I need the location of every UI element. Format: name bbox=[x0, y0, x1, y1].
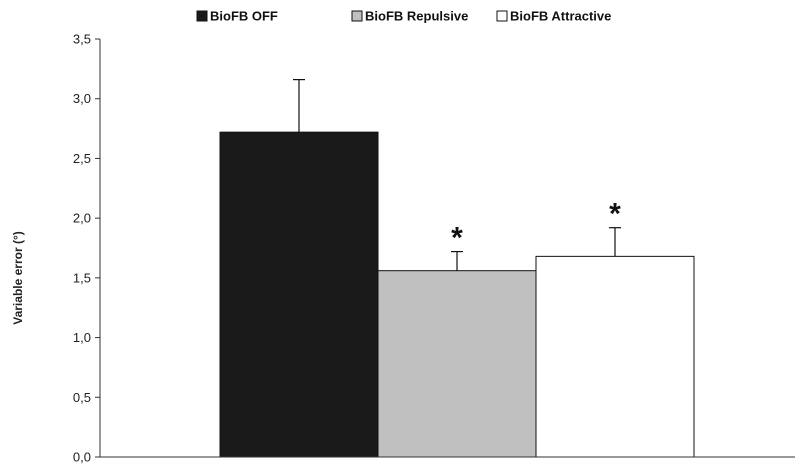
y-axis-label: Variable error (°) bbox=[11, 231, 25, 325]
legend-swatch bbox=[196, 10, 208, 22]
legend-label: BioFB Repulsive bbox=[365, 9, 468, 24]
y-tick-label: 1,5 bbox=[73, 270, 91, 285]
y-tick-label: 2,0 bbox=[73, 211, 91, 226]
bars: ** bbox=[219, 79, 695, 458]
legend-swatch bbox=[351, 10, 363, 22]
legend-swatch bbox=[496, 10, 508, 22]
y-tick-label: 0,5 bbox=[73, 390, 91, 405]
y-axis: 0,0 0,5 1,0 1,5 2,0 2,5 3,0 3,5 bbox=[73, 32, 101, 464]
y-tick-label: 2,5 bbox=[73, 151, 91, 166]
y-tick-label: 3,0 bbox=[73, 91, 91, 106]
y-tick-label: 3,5 bbox=[73, 32, 91, 47]
legend-label: BioFB OFF bbox=[210, 9, 278, 24]
legend-label: BioFB Attractive bbox=[510, 9, 611, 24]
y-tick-label: 0,0 bbox=[73, 450, 91, 464]
bar-biofb-repulsive bbox=[377, 270, 537, 458]
significance-asterisk: * bbox=[609, 198, 621, 231]
y-tick-label: 1,0 bbox=[73, 330, 91, 345]
legend: BioFB OFF BioFB Repulsive BioFB Attractive bbox=[196, 9, 611, 24]
bar-biofb-off bbox=[219, 131, 379, 458]
significance-asterisk: * bbox=[451, 222, 463, 255]
bar-biofb-attractive bbox=[535, 255, 695, 458]
